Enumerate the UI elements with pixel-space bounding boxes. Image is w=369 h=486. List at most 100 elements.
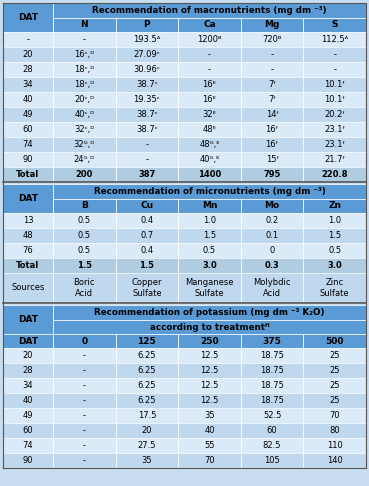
Text: -: - (83, 351, 86, 360)
Text: 105: 105 (264, 456, 280, 465)
Text: 38.7ᶜ: 38.7ᶜ (136, 110, 158, 119)
Text: 55: 55 (204, 441, 215, 450)
Text: 40: 40 (23, 396, 33, 405)
Text: 16ᶠ: 16ᶠ (266, 140, 279, 149)
Text: Total: Total (16, 170, 39, 179)
Bar (3, 213, 366, 228)
Text: 35: 35 (204, 411, 215, 420)
Text: 70: 70 (330, 411, 340, 420)
Text: 14ᶠ: 14ᶠ (266, 110, 279, 119)
Text: B: B (81, 202, 88, 210)
Bar (3, 92, 366, 107)
Text: 13: 13 (23, 216, 33, 225)
Text: 0.5: 0.5 (78, 216, 91, 225)
Bar (3, 363, 366, 378)
Text: 6.25: 6.25 (138, 366, 156, 375)
Text: 18ᶜ,ᴰ: 18ᶜ,ᴰ (74, 65, 94, 74)
Text: Mg: Mg (265, 20, 280, 30)
Text: 49: 49 (23, 411, 33, 420)
Text: 6.25: 6.25 (138, 381, 156, 390)
Text: 200: 200 (76, 170, 93, 179)
Bar (53, 3, 366, 18)
Bar (3, 408, 366, 423)
Text: Recommendation of micronutrients (mg dm ⁻³): Recommendation of micronutrients (mg dm … (94, 187, 325, 196)
Text: -: - (145, 155, 148, 164)
Text: 16ᴱ: 16ᴱ (203, 95, 217, 104)
Bar (3, 258, 366, 273)
Text: 3.0: 3.0 (327, 261, 342, 270)
Text: 49: 49 (23, 110, 33, 119)
Text: 90: 90 (23, 155, 33, 164)
Text: -: - (333, 50, 336, 59)
Text: 0.3: 0.3 (265, 261, 279, 270)
Text: 6.25: 6.25 (138, 351, 156, 360)
Text: 17.5: 17.5 (138, 411, 156, 420)
Bar (53, 184, 366, 199)
Text: 23.1ᶠ: 23.1ᶠ (324, 140, 345, 149)
Text: -: - (83, 396, 86, 405)
Bar (3, 32, 366, 47)
Text: 16ᶠ: 16ᶠ (266, 125, 279, 134)
Text: 0.5: 0.5 (78, 246, 91, 255)
Text: 1400: 1400 (198, 170, 221, 179)
Text: 40: 40 (23, 95, 33, 104)
Text: Recommendation of macronutrients (mg dm ⁻³): Recommendation of macronutrients (mg dm … (92, 6, 327, 15)
Text: 16ᶜ,ᴰ: 16ᶜ,ᴰ (74, 50, 94, 59)
Bar (3, 348, 366, 363)
Text: 1.0: 1.0 (328, 216, 341, 225)
Bar (3, 423, 366, 438)
Text: N: N (80, 20, 88, 30)
Bar (3, 438, 366, 453)
Text: 34: 34 (23, 381, 33, 390)
Text: 12.5: 12.5 (200, 396, 219, 405)
Text: Molybdic
Acid: Molybdic Acid (254, 278, 291, 297)
Bar (3, 184, 53, 213)
Text: DAT: DAT (18, 336, 38, 346)
Text: 720ᴮ: 720ᴮ (262, 35, 282, 44)
Text: 25: 25 (330, 366, 340, 375)
Text: Cu: Cu (140, 202, 154, 210)
Text: DAT: DAT (18, 315, 38, 324)
Text: 20: 20 (23, 351, 33, 360)
Text: 0: 0 (81, 336, 87, 346)
Text: 24ᴳ,ᴰ: 24ᴳ,ᴰ (74, 155, 95, 164)
Text: -: - (27, 35, 30, 44)
Text: -: - (333, 65, 336, 74)
Text: S: S (331, 20, 338, 30)
Bar (3, 228, 366, 243)
Text: 38.7ᶜ: 38.7ᶜ (136, 80, 158, 89)
Text: 18.75: 18.75 (260, 351, 284, 360)
Bar (53, 18, 366, 32)
Text: 110: 110 (327, 441, 342, 450)
Text: -: - (270, 50, 273, 59)
Text: 10.1ᶠ: 10.1ᶠ (324, 80, 345, 89)
Text: 30.96ᶜ: 30.96ᶜ (134, 65, 161, 74)
Bar (3, 393, 366, 408)
Text: 0.4: 0.4 (140, 216, 154, 225)
Bar (3, 77, 366, 92)
Bar (3, 3, 53, 32)
Text: 10.1ᶠ: 10.1ᶠ (324, 95, 345, 104)
Text: -: - (83, 366, 86, 375)
Text: Recommendation of potassium (mg dm ⁻³ K₂O): Recommendation of potassium (mg dm ⁻³ K₂… (94, 308, 325, 317)
Text: Zn: Zn (328, 202, 341, 210)
Text: 387: 387 (138, 170, 155, 179)
Text: 74: 74 (23, 140, 33, 149)
Text: 193.5ᴬ: 193.5ᴬ (133, 35, 161, 44)
Text: 1200ᴮ: 1200ᴮ (197, 35, 222, 44)
Text: 0.5: 0.5 (78, 231, 91, 240)
Bar (3, 305, 53, 334)
Text: Sources: Sources (11, 283, 45, 293)
Text: 18.75: 18.75 (260, 381, 284, 390)
Text: 23.1ᶠ: 23.1ᶠ (324, 125, 345, 134)
Text: 74: 74 (23, 441, 33, 450)
Text: 0.5: 0.5 (203, 246, 216, 255)
Text: 7ᶠ: 7ᶠ (268, 80, 276, 89)
Text: -: - (83, 441, 86, 450)
Bar (3, 152, 366, 167)
Text: 90: 90 (23, 456, 33, 465)
Bar (3, 137, 366, 152)
Text: 250: 250 (200, 336, 219, 346)
Text: 0.5: 0.5 (328, 246, 341, 255)
Text: 28: 28 (23, 366, 33, 375)
